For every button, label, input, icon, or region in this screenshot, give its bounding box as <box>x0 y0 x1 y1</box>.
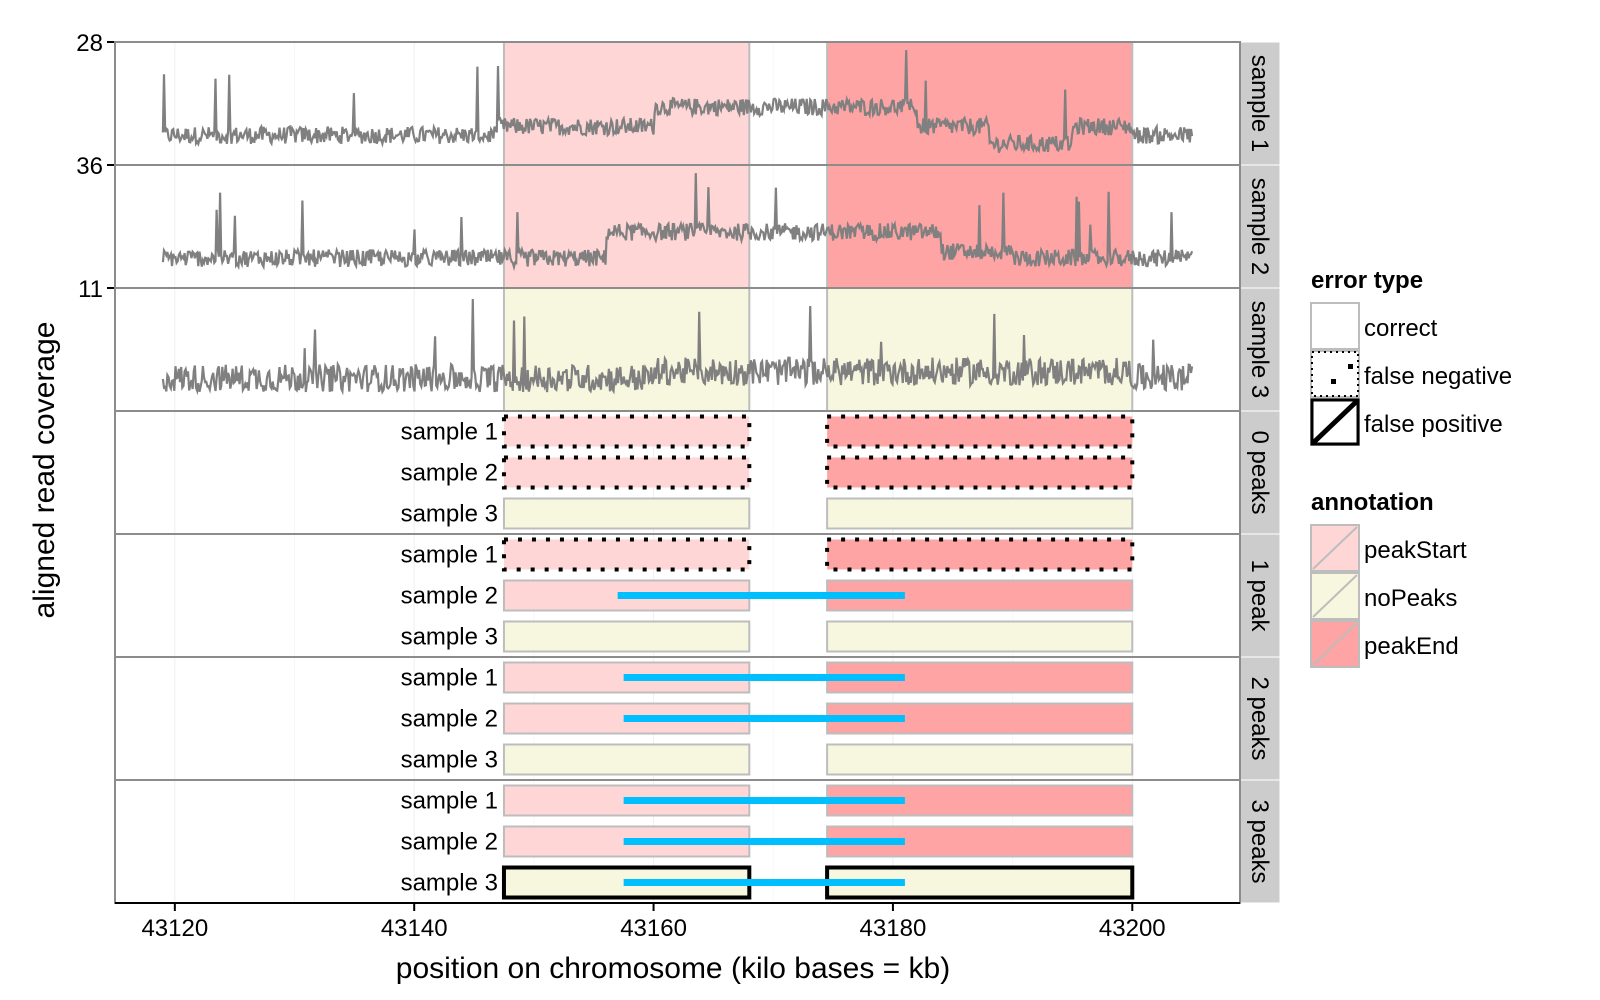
legend-key-diagonal <box>1312 622 1358 666</box>
legend-annotation-title: annotation <box>1311 489 1434 516</box>
legend-key-slash <box>1311 399 1359 445</box>
coverage-line-sample-3 <box>161 298 1194 396</box>
row-label-sample-2: sample 2 <box>401 460 498 487</box>
legend-error-false-negative-label: false negative <box>1364 363 1512 390</box>
legend-key-nopeaks <box>1310 572 1360 620</box>
row-label-sample-1: sample 1 <box>401 419 498 446</box>
legend-annotation-peakstart-label: peakStart <box>1364 537 1467 564</box>
annotation-box-peakstart <box>501 537 752 572</box>
annotation-box-peakstart <box>501 414 752 449</box>
coverage-line-sample-2 <box>161 173 1194 272</box>
legend-key-dot <box>1348 364 1353 369</box>
annotation-box-nopeaks <box>826 497 1134 530</box>
legend: error type correct false negative false … <box>1310 267 1512 668</box>
x-axis-label: position on chromosome (kilo bases = kb) <box>396 952 950 985</box>
strip-label-0-peaks: 0 peaks <box>1246 430 1273 514</box>
y-tick-label: 36 <box>76 153 103 180</box>
annotation-box-peakend <box>825 455 1135 490</box>
x-tick-label: 43140 <box>381 915 448 942</box>
legend-key-false-negative <box>1310 350 1360 398</box>
legend-key-correct <box>1310 302 1360 350</box>
panel-strip <box>1239 779 1281 904</box>
row-label-sample-1: sample 1 <box>401 788 498 815</box>
annotation-box-nopeaks <box>502 497 751 530</box>
row-label-sample-1: sample 1 <box>401 542 498 569</box>
strip-label-2-peaks: 2 peaks <box>1246 676 1273 760</box>
x-tick-label: 43180 <box>860 915 927 942</box>
annotation-box-peakstart <box>501 455 752 490</box>
annotation-box-nopeaks <box>826 743 1134 776</box>
strip-label-3-peaks: 3 peaks <box>1246 799 1273 883</box>
strip-label-sample-3: sample 3 <box>1246 301 1273 398</box>
row-label-sample-2: sample 2 <box>401 829 498 856</box>
panels-layer: sample 1 28 sample 2 36 sample 3 11 0 peaks sam… <box>76 30 1281 904</box>
row-label-sample-3: sample 3 <box>401 624 498 651</box>
legend-key-background <box>1310 350 1360 398</box>
panel-strip <box>1239 533 1281 658</box>
legend-key-background <box>1310 302 1360 350</box>
coverage-line-sample-1 <box>161 50 1194 155</box>
legend-annotation-peakend-label: peakEnd <box>1364 633 1459 660</box>
annotation-box-nopeaks <box>502 743 751 776</box>
legend-key-false-positive <box>1310 398 1360 446</box>
y-tick-label: 28 <box>76 30 103 57</box>
annotation-region-nopeaks <box>826 287 1134 412</box>
legend-key-dot <box>1331 379 1336 384</box>
annotation-box-peakend <box>825 537 1135 572</box>
legend-annotation-nopeaks-label: noPeaks <box>1364 585 1457 612</box>
legend-key-diagonal <box>1312 574 1358 618</box>
legend-error-correct-label: correct <box>1364 315 1438 342</box>
y-axis-label: aligned read coverage <box>28 322 61 619</box>
legend-error-false-positive-label: false positive <box>1364 411 1503 438</box>
strip-label-1-peak: 1 peak <box>1246 559 1273 632</box>
row-label-sample-3: sample 3 <box>401 747 498 774</box>
x-tick-label: 43160 <box>620 915 687 942</box>
row-label-sample-3: sample 3 <box>401 870 498 897</box>
y-tick-label: 11 <box>78 276 103 303</box>
panel-strip <box>1239 41 1281 166</box>
panel-strip <box>1239 656 1281 781</box>
row-label-sample-2: sample 2 <box>401 706 498 733</box>
legend-key-peakstart <box>1310 524 1360 572</box>
row-label-sample-3: sample 3 <box>401 501 498 528</box>
row-label-sample-1: sample 1 <box>401 665 498 692</box>
annotation-region-nopeaks <box>502 287 751 412</box>
legend-key-solid-border <box>1310 398 1360 446</box>
annotation-box-peakend <box>826 825 1134 858</box>
annotation-box-peakend <box>825 414 1135 449</box>
legend-key-dotted-border <box>1311 351 1359 397</box>
legend-key-peakend <box>1310 620 1360 668</box>
x-tick-label: 43120 <box>141 915 208 942</box>
x-tick-label: 43200 <box>1099 915 1166 942</box>
annotation-box-nopeaks <box>826 620 1134 653</box>
panel-strip <box>1239 164 1281 289</box>
strip-label-sample-2: sample 2 <box>1246 178 1273 275</box>
x-axis: 43120 43140 43160 43180 43200 <box>115 902 1240 942</box>
annotation-box-nopeaks <box>502 620 751 653</box>
legend-key-diagonal <box>1312 526 1358 570</box>
row-label-sample-2: sample 2 <box>401 583 498 610</box>
strip-label-sample-1: sample 1 <box>1246 55 1273 152</box>
legend-error-title: error type <box>1311 267 1423 294</box>
